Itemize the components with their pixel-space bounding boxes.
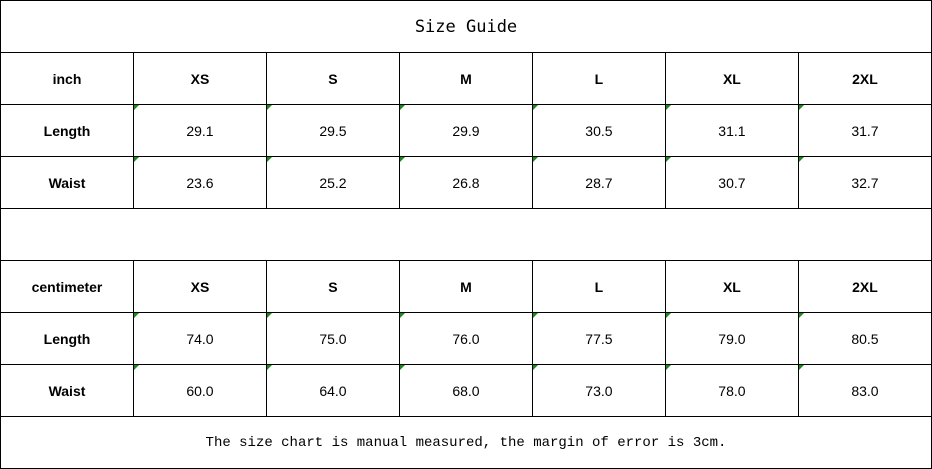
size-header: 2XL [797, 260, 932, 313]
size-header: XL [664, 260, 799, 313]
measurement-cell: 32.7 [797, 156, 932, 209]
measurement-cell: 77.5 [531, 312, 666, 365]
measurement-cell: 23.6 [132, 156, 267, 209]
unit-label: centimeter [0, 260, 134, 313]
measurement-cell: 68.0 [398, 364, 533, 417]
unit-label: inch [0, 52, 134, 105]
table-row: Waist 23.6 25.2 26.8 28.7 30.7 32.7 [0, 156, 932, 209]
size-header: L [531, 260, 666, 313]
measurement-cell: 31.7 [797, 104, 932, 157]
measurement-cell: 64.0 [265, 364, 400, 417]
table-title: Size Guide [0, 0, 932, 53]
measurement-cell: 76.0 [398, 312, 533, 365]
row-label: Waist [0, 156, 134, 209]
row-label: Length [0, 104, 134, 157]
size-header: XS [132, 260, 267, 313]
size-header: XL [664, 52, 799, 105]
measurement-cell: 75.0 [265, 312, 400, 365]
header-row-centimeter: centimeter XS S M L XL 2XL [0, 260, 932, 313]
measurement-cell: 30.5 [531, 104, 666, 157]
note-row: The size chart is manual measured, the m… [0, 416, 932, 469]
header-row-inch: inch XS S M L XL 2XL [0, 52, 932, 105]
measurement-cell: 29.1 [132, 104, 267, 157]
table-row: Waist 60.0 64.0 68.0 73.0 78.0 83.0 [0, 364, 932, 417]
size-header: XS [132, 52, 267, 105]
measurement-cell: 60.0 [132, 364, 267, 417]
measurement-cell: 30.7 [664, 156, 799, 209]
measurement-cell: 73.0 [531, 364, 666, 417]
measurement-cell: 79.0 [664, 312, 799, 365]
measurement-cell: 80.5 [797, 312, 932, 365]
measurement-cell: 29.9 [398, 104, 533, 157]
measurement-cell: 78.0 [664, 364, 799, 417]
measurement-cell: 83.0 [797, 364, 932, 417]
size-header: M [398, 260, 533, 313]
table-row: Length 29.1 29.5 29.9 30.5 31.1 31.7 [0, 104, 932, 157]
size-header: S [265, 52, 400, 105]
row-label: Length [0, 312, 134, 365]
size-header: 2XL [797, 52, 932, 105]
size-header: S [265, 260, 400, 313]
size-header: L [531, 52, 666, 105]
measurement-cell: 29.5 [265, 104, 400, 157]
measurement-cell: 31.1 [664, 104, 799, 157]
row-label: Waist [0, 364, 134, 417]
table-row: Length 74.0 75.0 76.0 77.5 79.0 80.5 [0, 312, 932, 365]
measurement-note: The size chart is manual measured, the m… [0, 416, 932, 469]
measurement-cell: 26.8 [398, 156, 533, 209]
size-header: M [398, 52, 533, 105]
measurement-cell: 28.7 [531, 156, 666, 209]
spacer-row [0, 208, 932, 261]
measurement-cell: 74.0 [132, 312, 267, 365]
measurement-cell: 25.2 [265, 156, 400, 209]
spacer-cell [0, 208, 932, 261]
